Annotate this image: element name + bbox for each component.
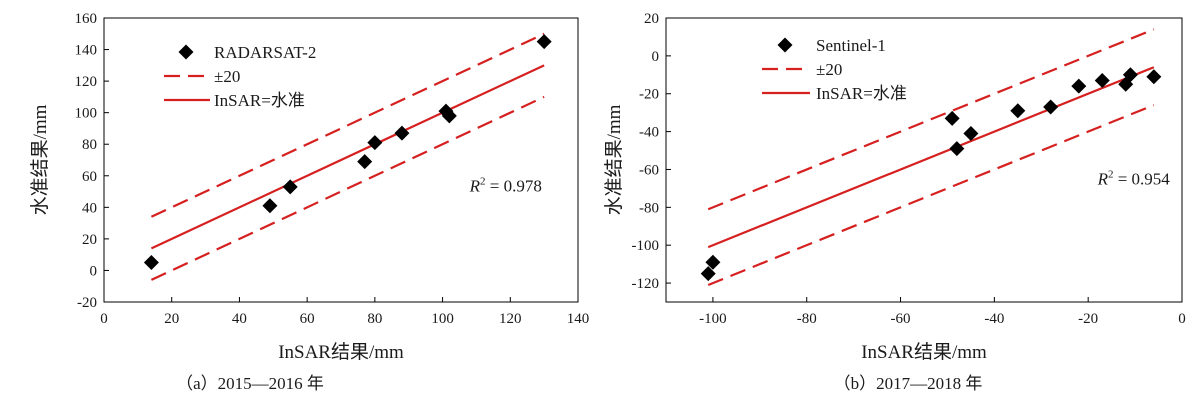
chart-b-x-tick-label: -20: [1078, 311, 1098, 327]
chart-a-y-tick-label: 20: [82, 232, 97, 248]
chart-b-x-tick-label: -100: [699, 311, 727, 327]
chart-b-y-tick-label: 0: [652, 49, 660, 65]
chart-b-data-point: [1122, 67, 1138, 83]
chart-a-x-tick-label: 120: [499, 311, 522, 327]
chart-a-y-tick-label: 160: [75, 11, 98, 27]
chart-a-data-point: [282, 179, 298, 195]
chart-b-caption: （b）2017—2018 年: [834, 374, 983, 393]
chart-b-y-tick-label: -120: [632, 276, 660, 292]
chart-a-data-point: [357, 154, 373, 170]
chart-b-data-point: [1071, 78, 1087, 94]
chart-b-y-tick-label: -20: [639, 87, 659, 103]
chart-a-x-tick-label: 100: [431, 311, 454, 327]
chart-a-data-point: [262, 198, 278, 214]
chart-b-y-tick-label: -80: [639, 200, 659, 216]
chart-b-x-axis-label: InSAR结果/mm: [861, 341, 987, 363]
chart-b-y-tick-label: -100: [632, 238, 660, 254]
chart-b-legend-marker-series: [777, 37, 793, 53]
chart-b-y-tick-label: -40: [639, 125, 659, 141]
chart-a-x-tick-label: 20: [164, 311, 179, 327]
chart-b-data-point: [1010, 103, 1026, 119]
chart-a-legend-label: InSAR=水准: [214, 91, 305, 110]
chart-b-data-point: [705, 254, 721, 270]
chart-b-identity-line: [707, 66, 1155, 249]
chart-b-r-squared: R2 = 0.954: [1097, 169, 1171, 189]
chart-a-y-tick-label: 40: [82, 200, 97, 216]
chart-a-y-tick-label: 80: [82, 137, 97, 153]
chart-a-y-tick-label: -20: [77, 295, 97, 311]
chart-b-data-point: [963, 125, 979, 141]
chart-b-data-point: [949, 141, 965, 157]
chart-a-legend-label: ±20: [214, 67, 240, 86]
chart-a-data-point: [441, 108, 457, 124]
chart-panel-b: -100 -80 -60 -40 -20 0 -120 -100 -80 -60 -40 -20 0 20…: [603, 11, 1186, 393]
chart-a-y-tick-label: 0: [90, 263, 98, 279]
chart-a-caption: （a）2015—2016 年: [176, 374, 324, 393]
chart-a-y-tick-label: 140: [75, 43, 98, 59]
chart-a-tolerance-line: [150, 32, 545, 218]
chart-b-y-axis-label: 水准结果/mm: [603, 104, 625, 215]
chart-a-data-point: [394, 125, 410, 141]
chart-b-tolerance-line: [707, 28, 1155, 211]
chart-a-x-tick-label: 40: [232, 311, 247, 327]
chart-b-data-point: [944, 110, 960, 126]
chart-a-plot-frame: [103, 17, 579, 303]
chart-b-legend-label: Sentinel-1: [816, 36, 886, 55]
chart-panel-a: 0 20 40 60 80 100 120 140-200204060801001201401…: [29, 11, 589, 393]
chart-a-data-point: [143, 255, 159, 271]
chart-a-x-tick-label: 140: [567, 311, 590, 327]
chart-a-x-tick-label: 80: [367, 311, 382, 327]
chart-b-legend-label: InSAR=水准: [816, 84, 907, 103]
chart-b-legend: Sentinel-1 ±20 InSAR=水准: [762, 36, 907, 103]
chart-b-x-tick-label: -60: [891, 311, 911, 327]
chart-b-data-point: [1146, 69, 1162, 85]
chart-b-data-point: [1043, 99, 1059, 115]
chart-a-data-point: [367, 135, 383, 151]
chart-a-x-tick-label: 60: [300, 311, 315, 327]
chart-a-legend-label: RADARSAT-2: [214, 43, 316, 62]
chart-a-data-point: [536, 34, 552, 50]
chart-a-r-squared: R2 = 0.978: [469, 176, 542, 196]
chart-a-x-axis-label: InSAR结果/mm: [278, 341, 404, 363]
chart-a-y-tick-label: 60: [82, 169, 97, 185]
chart-a-y-tick-label: 120: [75, 74, 98, 90]
chart-b-y-tick-label: 20: [644, 11, 659, 27]
chart-a-tolerance-line: [150, 95, 545, 281]
chart-a-x-tick-label: 0: [100, 311, 108, 327]
chart-a-legend-marker-series: [178, 44, 194, 60]
chart-b-data-point: [700, 266, 716, 282]
chart-a-y-axis-label: 水准结果/mm: [29, 104, 51, 215]
chart-b-x-tick-label: -40: [984, 311, 1004, 327]
chart-b-data-point: [1094, 72, 1110, 88]
chart-b-plot-frame: [665, 17, 1183, 303]
chart-b-legend-label: ±20: [816, 60, 842, 79]
chart-a-legend: RADARSAT-2 ±20 InSAR=水准: [164, 43, 316, 110]
chart-a-identity-line: [150, 64, 545, 250]
chart-b-x-tick-label: -80: [797, 311, 817, 327]
chart-a-y-tick-label: 100: [75, 106, 98, 122]
chart-b-tolerance-line: [707, 104, 1155, 286]
chart-b-y-tick-label: -60: [639, 162, 659, 178]
chart-b-x-tick-label: 0: [1178, 311, 1186, 327]
